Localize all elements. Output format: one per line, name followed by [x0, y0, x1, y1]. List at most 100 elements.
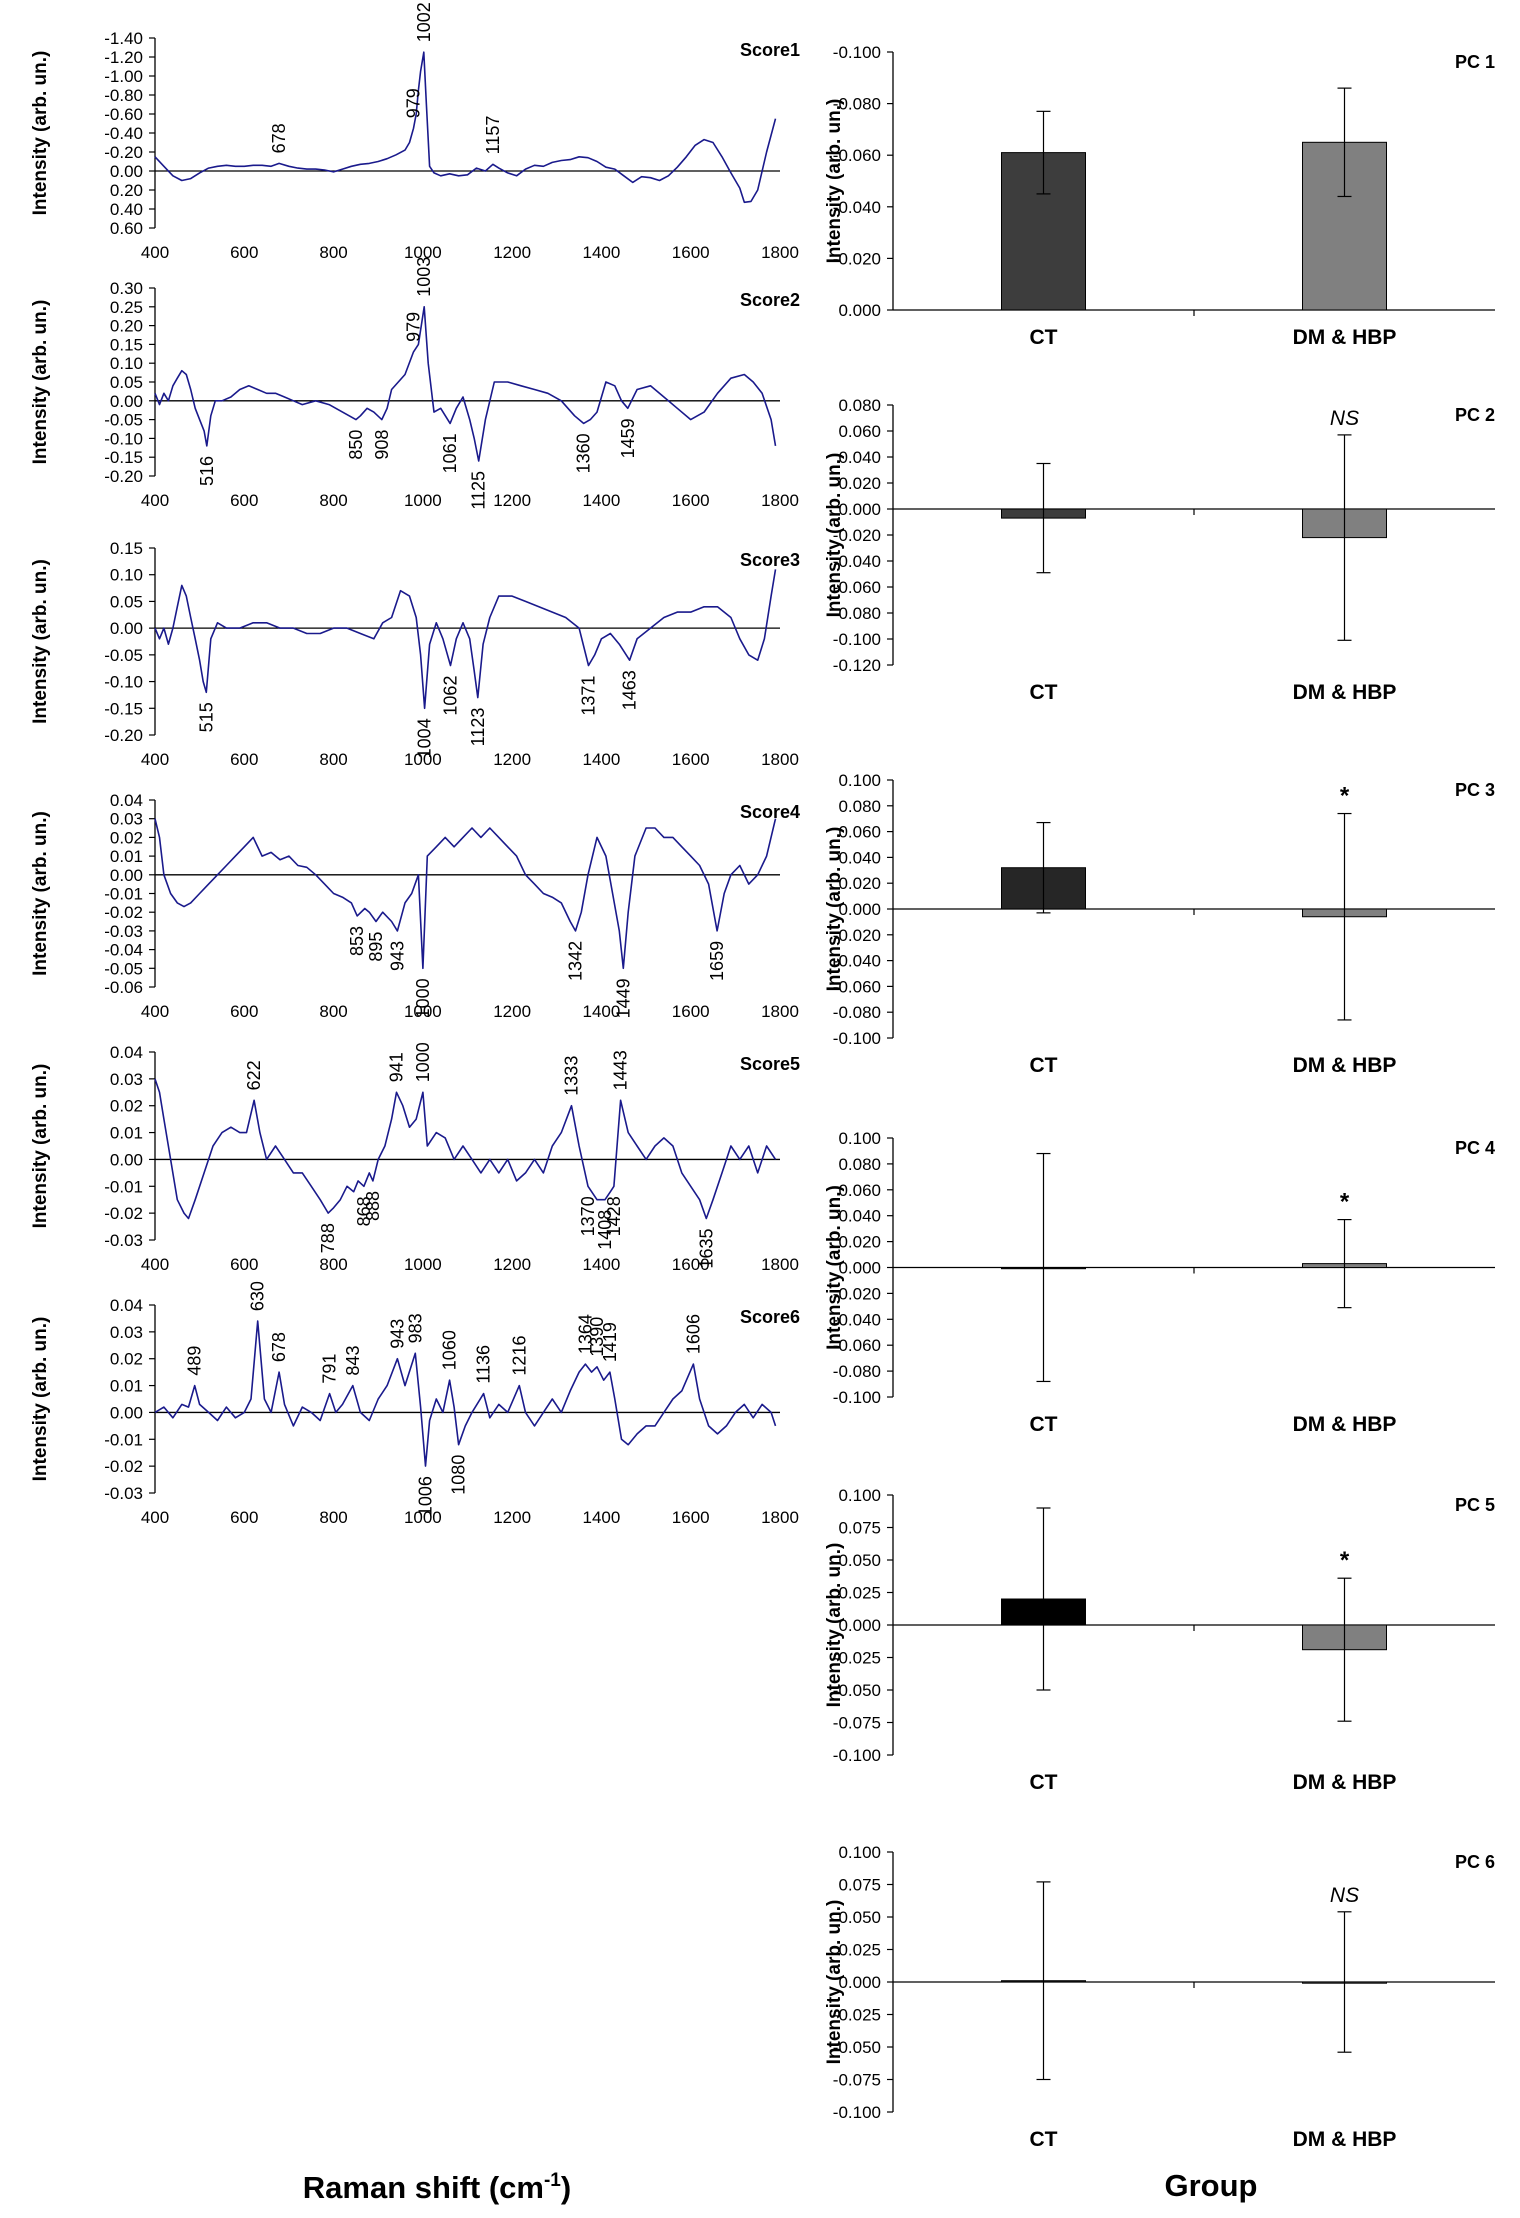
y-tick-label: 0.40 [110, 200, 143, 219]
x-tick-label: 1200 [493, 750, 531, 769]
x-tick-label: 1800 [761, 491, 799, 510]
y-tick-label: -1.20 [104, 48, 143, 67]
y-tick-label: -0.04 [104, 941, 143, 960]
y-tick-label: -0.10 [104, 429, 143, 448]
y-tick-label: -0.15 [104, 699, 143, 718]
peak-label: 1080 [449, 1455, 469, 1495]
x-tick-label: 1600 [672, 1508, 710, 1527]
y-axis-label: Intensity (arb. un.) [824, 453, 845, 618]
y-tick-label: 0.000 [838, 500, 881, 519]
x-tick-label: 1400 [583, 1255, 621, 1274]
y-tick-label: 0.20 [110, 317, 143, 336]
peak-label: 1125 [469, 471, 489, 510]
x-tick-label: 1200 [493, 491, 531, 510]
y-tick-label: 0.00 [110, 866, 143, 885]
x-tick-label: 1600 [672, 491, 710, 510]
peak-label: 516 [197, 456, 217, 486]
x-tick-label: 400 [141, 243, 169, 262]
y-tick-label: -0.02 [104, 1204, 143, 1223]
peak-label: 1370 [578, 1196, 598, 1236]
y-tick-label: 0.25 [110, 298, 143, 317]
y-tick-label: -0.01 [104, 1430, 143, 1449]
y-tick-label: -0.60 [104, 105, 143, 124]
y-tick-label: -0.03 [104, 1484, 143, 1503]
score2-panel: 0.300.250.200.150.100.050.00-0.05-0.10-0… [30, 257, 800, 510]
y-axis-label: Intensity (arb. un.) [30, 559, 51, 724]
x-tick-label: 1000 [404, 750, 442, 769]
peak-label: 850 [346, 430, 366, 460]
y-tick-label: 0.025 [838, 1941, 881, 1960]
y-tick-label: -0.20 [104, 726, 143, 745]
peak-label: 853 [347, 926, 367, 956]
y-axis-label: Intensity (arb. un.) [824, 1900, 845, 2065]
y-tick-label: -0.05 [104, 411, 143, 430]
y-tick-label: 0.000 [838, 1616, 881, 1635]
y-tick-label: 0.060 [838, 422, 881, 441]
y-tick-label: 0.040 [838, 448, 881, 467]
significance-marker: NS [1330, 407, 1359, 430]
x-tick-label: 800 [319, 750, 347, 769]
y-tick-label: 0.01 [110, 1124, 143, 1143]
y-tick-label: -0.080 [833, 1362, 881, 1381]
peak-label: 1004 [415, 718, 435, 758]
y-tick-label: -0.100 [833, 1746, 881, 1765]
y-tick-label: -0.120 [833, 656, 881, 675]
y-tick-label: 0.020 [838, 874, 881, 893]
y-tick-label: 0.040 [838, 848, 881, 867]
y-tick-label: -0.020 [833, 249, 881, 268]
peak-label: 791 [320, 1354, 340, 1384]
peak-label: 788 [318, 1223, 338, 1253]
x-tick-label: 1400 [583, 243, 621, 262]
x-tick-label: 600 [230, 1002, 258, 1021]
y-tick-label: 0.02 [110, 1350, 143, 1369]
y-tick-label: -0.060 [833, 578, 881, 597]
y-axis-label: Intensity (arb. un.) [30, 811, 51, 976]
pc5-panel: 0.100 0.075 0.050 0.025 0.000 -0.025 -0.050 -0.… [824, 1486, 1495, 1794]
y-tick-label: -0.020 [833, 526, 881, 545]
x-tick-label: 600 [230, 491, 258, 510]
category-label: CT [1030, 2128, 1058, 2151]
peak-label: 943 [387, 1319, 407, 1349]
x-tick-label: 1400 [583, 1508, 621, 1527]
y-tick-label: 0.00 [110, 1403, 143, 1422]
chart-title: Score1 [740, 40, 800, 60]
peak-label: 1463 [620, 670, 640, 710]
y-tick-label: 0.10 [110, 354, 143, 373]
y-tick-label: -0.075 [833, 2071, 881, 2090]
peak-label: 1000 [413, 1042, 433, 1082]
y-tick-label: 0.00 [110, 392, 143, 411]
x-tick-label: 1400 [583, 1002, 621, 1021]
x-tick-label: 1600 [672, 750, 710, 769]
y-tick-label: 0.000 [838, 1973, 881, 1992]
y-tick-label: 0.20 [110, 181, 143, 200]
significance-marker: * [1340, 1547, 1350, 1574]
y-tick-label: -0.060 [833, 977, 881, 996]
y-tick-label: 0.080 [838, 1155, 881, 1174]
x-tick-label: 1400 [583, 491, 621, 510]
y-tick-label: 0.04 [110, 1043, 143, 1062]
y-tick-label: -0.03 [104, 1231, 143, 1250]
category-label: DM & HBP [1293, 681, 1397, 704]
category-label: CT [1030, 681, 1058, 704]
y-axis-label: Intensity (arb. un.) [824, 1543, 845, 1708]
y-tick-label: 0.100 [838, 771, 881, 790]
y-tick-label: -0.02 [104, 1457, 143, 1476]
y-tick-label: 0.020 [838, 1233, 881, 1252]
x-tick-label: 1000 [404, 1255, 442, 1274]
y-tick-label: 0.075 [838, 1519, 881, 1538]
x-tick-label: 1600 [672, 1255, 710, 1274]
spectrum-line [154, 51, 777, 204]
y-tick-label: -0.040 [833, 952, 881, 971]
spectrum-line [154, 818, 777, 970]
y-tick-label: 0.00 [110, 162, 143, 181]
peak-label: 888 [363, 1191, 383, 1221]
y-tick-label: 0.05 [110, 592, 143, 611]
pc2-panel: 0.080 0.060 0.040 0.020 0.000 -0.020 -0.040 -0.… [824, 396, 1495, 704]
category-label: DM & HBP [1293, 1413, 1397, 1436]
significance-marker: * [1340, 1189, 1350, 1216]
y-tick-label: 0.100 [838, 1486, 881, 1505]
y-tick-label: -0.100 [833, 43, 881, 62]
x-tick-label: 1200 [493, 243, 531, 262]
peak-label: 979 [403, 312, 423, 342]
category-label: DM & HBP [1293, 1054, 1397, 1077]
